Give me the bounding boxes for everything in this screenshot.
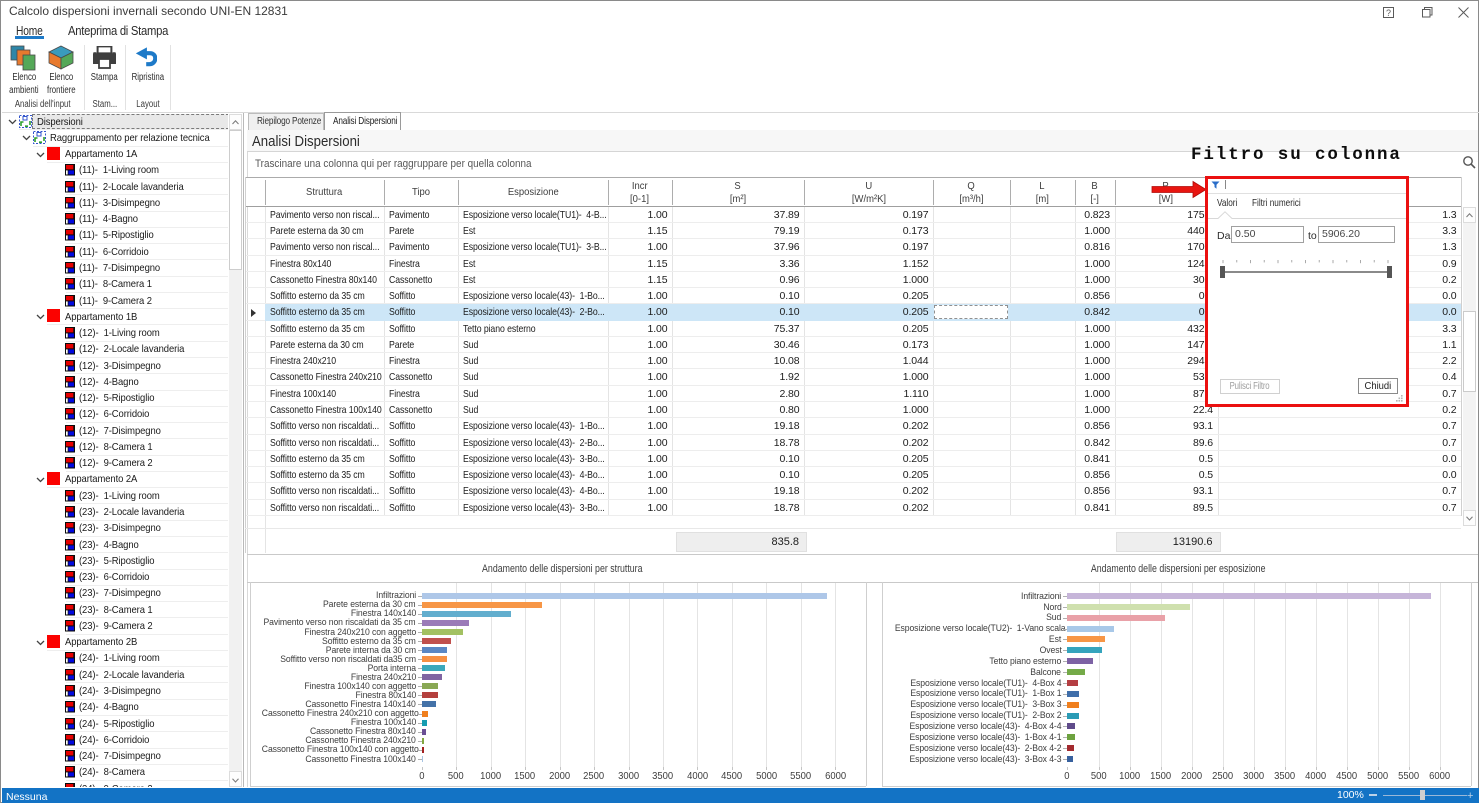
svg-text:?: ? xyxy=(1386,8,1391,18)
